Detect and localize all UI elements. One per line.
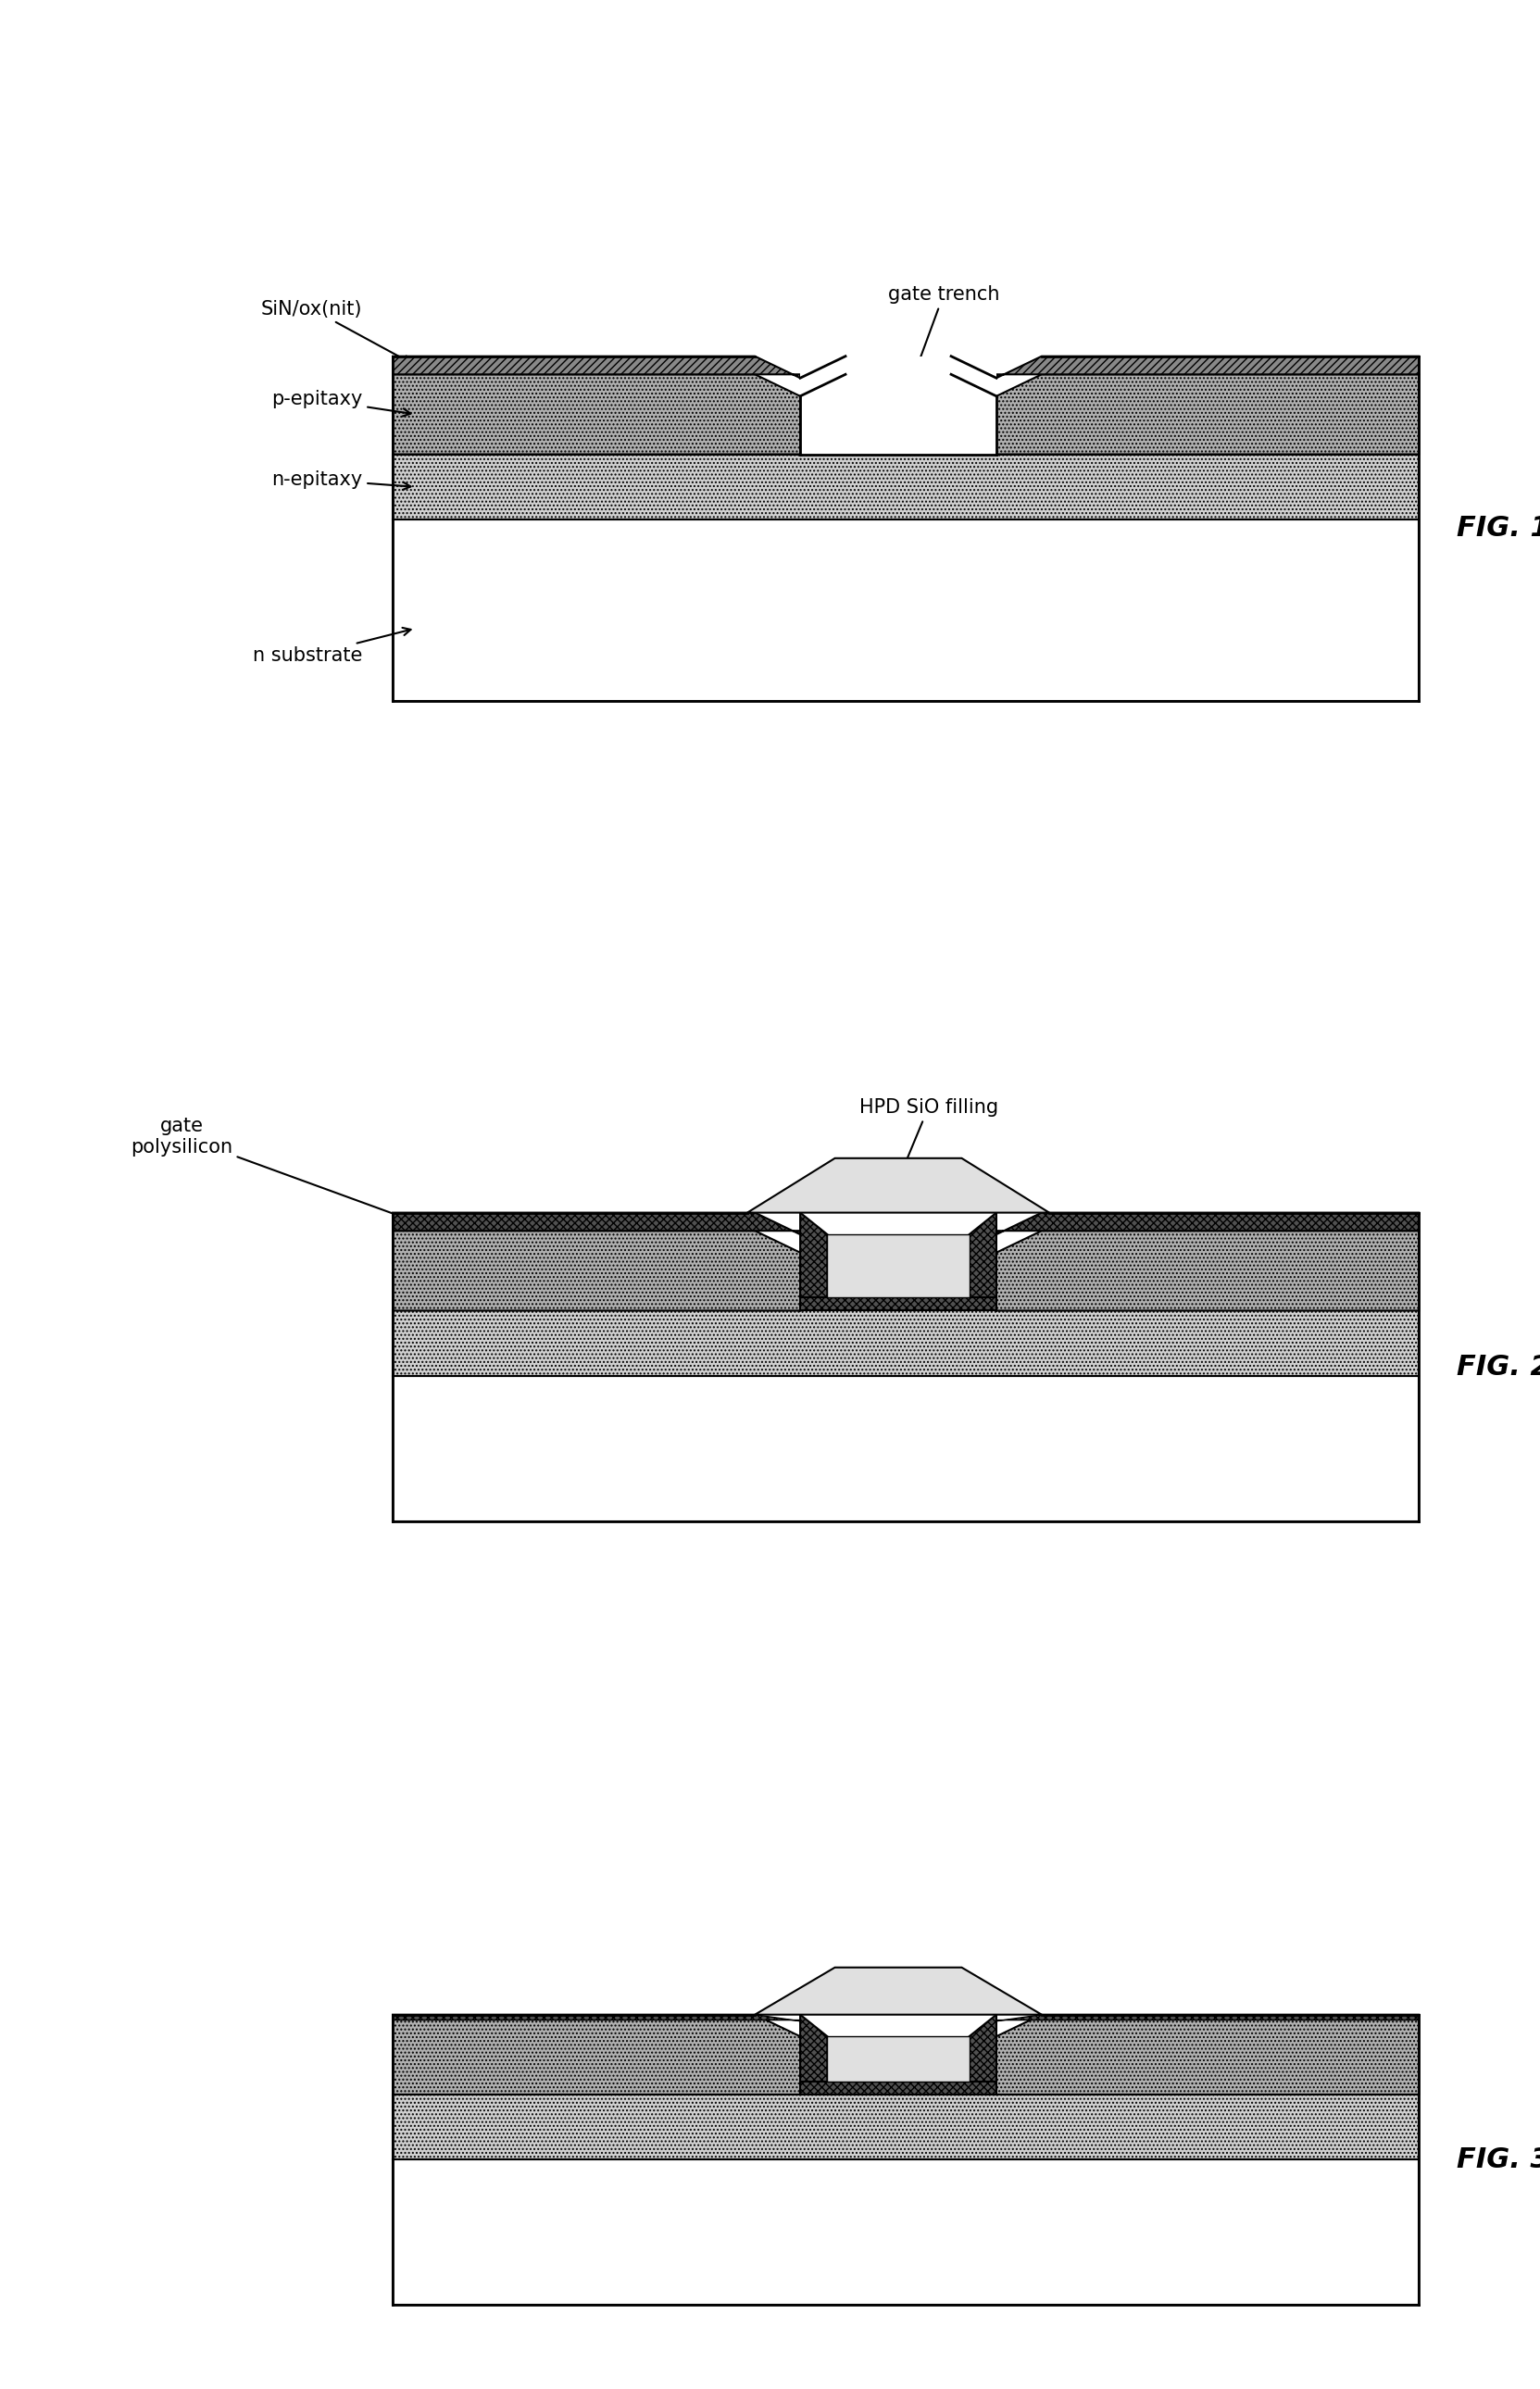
Text: n-epitaxy: n-epitaxy xyxy=(271,471,411,490)
Polygon shape xyxy=(996,356,1418,377)
Polygon shape xyxy=(996,1230,1418,1312)
Text: FIG. 1: FIG. 1 xyxy=(1457,516,1540,542)
Bar xyxy=(393,2095,1418,2160)
Polygon shape xyxy=(801,2014,827,2095)
Text: SiN/ox(nit): SiN/ox(nit) xyxy=(262,299,411,363)
Polygon shape xyxy=(393,1230,801,1312)
Bar xyxy=(801,2081,996,2095)
Polygon shape xyxy=(996,1214,1418,1235)
Text: n substrate: n substrate xyxy=(253,628,411,664)
Polygon shape xyxy=(969,2014,996,2095)
Bar xyxy=(393,454,1418,518)
Bar xyxy=(827,2035,969,2081)
Text: HPD SiO filling: HPD SiO filling xyxy=(859,1099,998,1175)
Polygon shape xyxy=(393,375,801,454)
Polygon shape xyxy=(969,1214,996,1312)
Polygon shape xyxy=(996,2014,1418,2021)
Polygon shape xyxy=(393,2014,801,2021)
Bar xyxy=(393,2160,1418,2305)
Bar xyxy=(801,1297,996,1312)
Polygon shape xyxy=(393,356,801,377)
Polygon shape xyxy=(996,2014,1418,2095)
Text: p-epitaxy: p-epitaxy xyxy=(271,389,411,416)
Text: gate
polysilicon: gate polysilicon xyxy=(131,1116,411,1221)
Text: FIG. 2: FIG. 2 xyxy=(1457,1355,1540,1381)
Polygon shape xyxy=(393,2014,801,2095)
Polygon shape xyxy=(393,1214,801,1235)
Polygon shape xyxy=(747,1159,1049,1214)
Bar xyxy=(393,518,1418,700)
Bar xyxy=(801,356,996,454)
Bar xyxy=(393,1376,1418,1522)
Bar xyxy=(393,1312,1418,1376)
Bar xyxy=(827,1235,969,1297)
Polygon shape xyxy=(801,1214,827,1312)
Polygon shape xyxy=(996,375,1418,454)
Text: FIG. 3: FIG. 3 xyxy=(1457,2145,1540,2174)
Text: gate trench: gate trench xyxy=(887,284,999,413)
Polygon shape xyxy=(755,1969,1041,2014)
